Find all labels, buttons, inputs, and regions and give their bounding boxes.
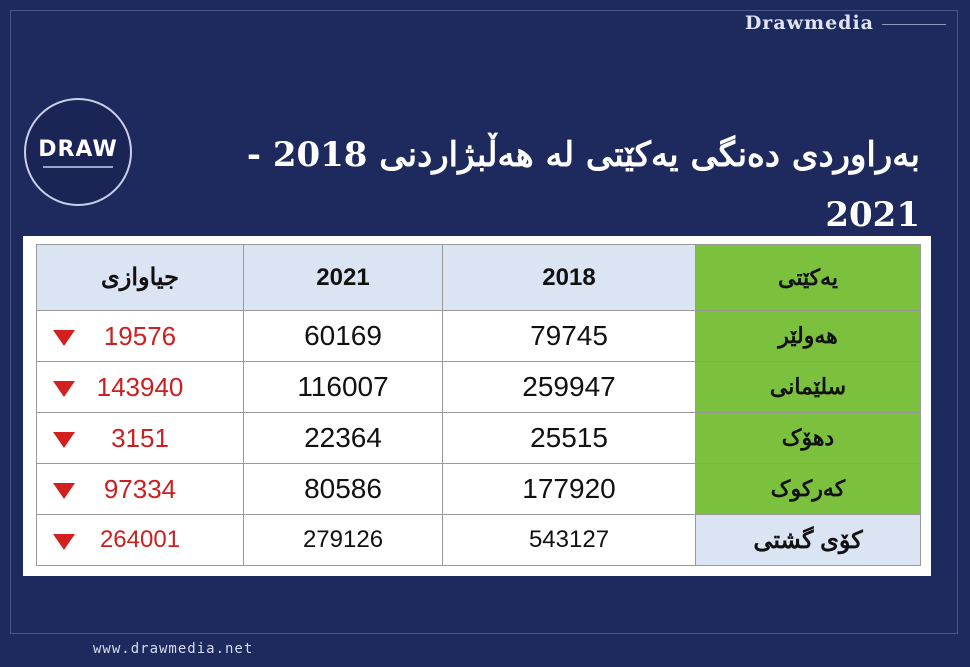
row-label: دهۆک — [695, 412, 921, 464]
value-2018: 177920 — [442, 463, 696, 515]
header-2021: 2021 — [243, 244, 443, 311]
down-arrow-icon — [53, 432, 75, 448]
down-arrow-icon — [53, 483, 75, 499]
header-diff: جیاوازی — [36, 244, 244, 311]
diff-value: 19576 — [103, 320, 177, 351]
value-2018: 543127 — [442, 514, 696, 566]
logo-text: DRAW — [38, 136, 118, 162]
row-label: کۆی گشتی — [695, 514, 921, 566]
value-2021: 116007 — [243, 361, 443, 413]
diff-value: 97334 — [103, 473, 177, 504]
value-2018: 79745 — [442, 310, 696, 362]
inner-frame — [10, 10, 958, 634]
row-label: سلێمانی — [695, 361, 921, 413]
table-row: 97334 80586 177920 کەرکوک — [36, 463, 921, 515]
row-label: کەرکوک — [695, 463, 921, 515]
page-title: بەراوردی دەنگی یەکێتی لە هەڵبژاردنی 2018… — [246, 135, 920, 235]
table-row: 19576 60169 79745 هەولێر — [36, 310, 921, 362]
total-row: 264001 279126 543127 کۆی گشتی — [36, 514, 921, 566]
footer-url: www.drawmedia.net — [93, 641, 254, 657]
table-row: 143940 116007 259947 سلێمانی — [36, 361, 921, 413]
diff-cell: 3151 — [36, 412, 244, 464]
diff-cell: 264001 — [36, 514, 244, 566]
down-arrow-icon — [53, 330, 75, 346]
logo-underline — [43, 165, 113, 168]
value-2021: 279126 — [243, 514, 443, 566]
diff-cell: 97334 — [36, 463, 244, 515]
table-row: 3151 22364 25515 دهۆک — [36, 412, 921, 464]
row-label: هەولێر — [695, 310, 921, 362]
diff-value: 264001 — [99, 526, 181, 553]
down-arrow-icon — [53, 381, 75, 397]
comparison-table: جیاوازی 2021 2018 یەکێتی 19576 60169 797… — [36, 244, 921, 566]
brand-name: Drawmedia — [744, 12, 874, 34]
value-2018: 25515 — [442, 412, 696, 464]
diff-value: 3151 — [111, 422, 169, 453]
value-2018: 259947 — [442, 361, 696, 413]
diff-cell: 19576 — [36, 310, 244, 362]
value-2021: 60169 — [243, 310, 443, 362]
brand-rule — [882, 24, 946, 25]
header-2018: 2018 — [442, 244, 696, 311]
down-arrow-icon — [53, 534, 75, 550]
header-row: جیاوازی 2021 2018 یەکێتی — [36, 244, 921, 311]
value-2021: 22364 — [243, 412, 443, 464]
draw-logo: DRAW — [24, 98, 132, 206]
value-2021: 80586 — [243, 463, 443, 515]
header-label: یەکێتی — [695, 244, 921, 311]
table-panel: جیاوازی 2021 2018 یەکێتی 19576 60169 797… — [23, 236, 931, 576]
diff-value: 143940 — [96, 371, 184, 402]
diff-cell: 143940 — [36, 361, 244, 413]
